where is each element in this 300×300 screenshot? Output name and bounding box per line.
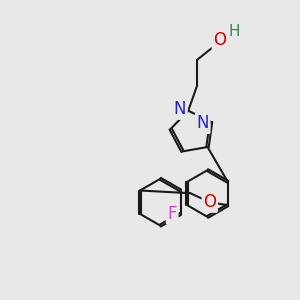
Text: F: F xyxy=(167,205,177,223)
Text: O: O xyxy=(203,193,216,211)
Text: O: O xyxy=(213,31,226,49)
Text: N: N xyxy=(196,114,209,132)
Text: H: H xyxy=(229,24,241,39)
Text: N: N xyxy=(174,100,186,118)
